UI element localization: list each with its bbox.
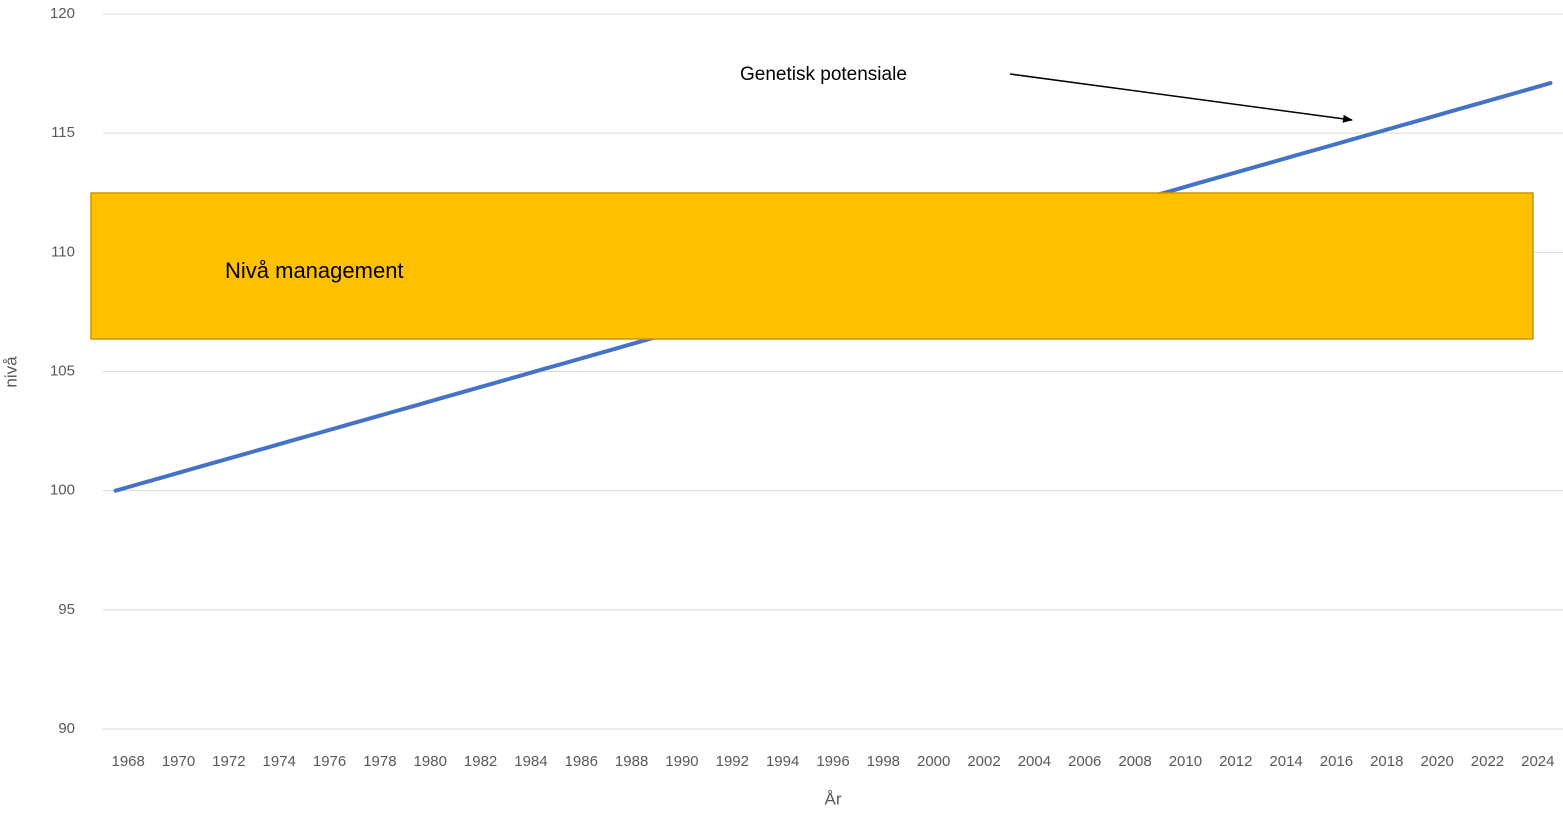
x-tick-label: 2014 [1269,753,1302,770]
x-tick-label: 2016 [1320,753,1353,770]
y-tick-label: 100 [50,482,75,499]
x-tick-label: 2004 [1018,753,1051,770]
x-tick-label: 1982 [464,753,497,770]
x-tick-label: 2006 [1068,753,1101,770]
x-tick-label: 2008 [1118,753,1151,770]
x-tick-label: 2010 [1169,753,1202,770]
x-tick-label: 1976 [313,753,346,770]
x-tick-label: 1974 [263,753,296,770]
x-tick-label: 1988 [615,753,648,770]
x-tick-label: 1978 [363,753,396,770]
x-tick-label: 1984 [514,753,547,770]
x-tick-label: 2012 [1219,753,1252,770]
grid [103,13,1563,730]
x-tick-label: 1990 [665,753,698,770]
x-tick-label: 1996 [816,753,849,770]
x-tick-label: 2000 [917,753,950,770]
x-tick-label: 1970 [162,753,195,770]
management-box [90,192,1534,340]
x-tick-label: 1968 [111,753,144,770]
y-tick-label: 115 [51,124,75,141]
y-tick-label: 110 [51,243,75,260]
annotation: Genetisk potensiale [740,64,907,85]
x-tick-label: 2002 [967,753,1000,770]
x-tick-label: 2024 [1521,753,1554,770]
x-tick-label: 1972 [212,753,245,770]
x-tick-label: 1992 [716,753,749,770]
x-tick-label: 1998 [867,753,900,770]
annotation-arrow [1009,73,1353,123]
x-tick-label: 2022 [1471,753,1504,770]
y-tick-label: 105 [50,362,75,379]
x-tick-label: 1986 [565,753,598,770]
y-tick-label: 95 [58,601,75,618]
y-axis-label: nivå [1,356,20,388]
y-tick-label: 90 [58,720,75,737]
y-tick-label: 120 [50,5,75,22]
x-axis-label: År [825,789,842,808]
annotation: Nivå management [225,258,404,283]
x-tick-label: 1980 [414,753,447,770]
x-tick-label: 2018 [1370,753,1403,770]
x-tick-label: 1994 [766,753,799,770]
x-tick-label: 2020 [1420,753,1453,770]
